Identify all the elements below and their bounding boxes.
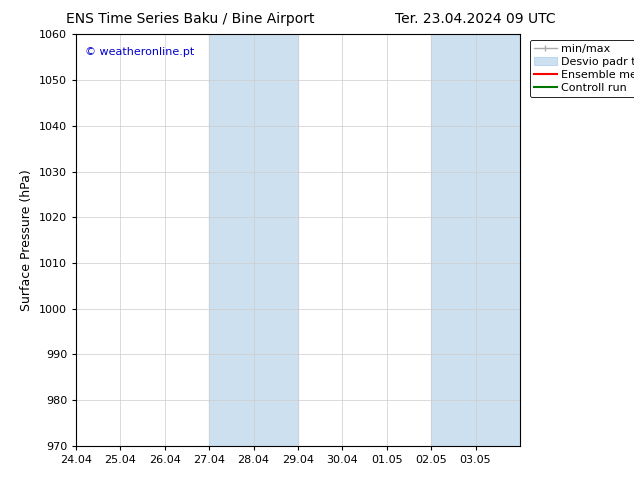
Bar [209,34,298,446]
Y-axis label: Surface Pressure (hPa): Surface Pressure (hPa) [20,169,34,311]
Legend: min/max, Desvio padr tilde;o, Ensemble mean run, Controll run: min/max, Desvio padr tilde;o, Ensemble m… [530,40,634,97]
Text: ENS Time Series Baku / Bine Airport: ENS Time Series Baku / Bine Airport [66,12,314,26]
Bar [431,34,520,446]
Text: Ter. 23.04.2024 09 UTC: Ter. 23.04.2024 09 UTC [395,12,556,26]
Text: © weatheronline.pt: © weatheronline.pt [85,47,194,57]
